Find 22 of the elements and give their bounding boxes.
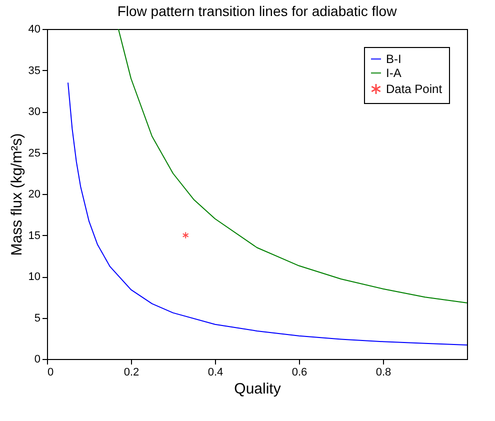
x-tick-label: 0.2 <box>124 366 140 378</box>
y-axis-title: Mass flux (kg/m²s) <box>8 133 26 256</box>
x-tick-label: 0.6 <box>292 366 308 378</box>
y-tick-label: 35 <box>28 64 40 77</box>
x-tick-label: 0.8 <box>376 366 392 378</box>
legend-label: B-I <box>386 52 402 66</box>
y-tick-label: 20 <box>28 188 40 200</box>
y-tick-label: 0 <box>34 354 40 366</box>
x-tick-label: 0 <box>48 366 54 378</box>
y-tick-label: 40 <box>28 24 40 36</box>
x-axis-title: Quality <box>234 380 282 398</box>
y-tick-label: 25 <box>28 147 40 160</box>
y-tick-label: 10 <box>28 271 40 283</box>
y-tick-label: 5 <box>34 312 40 324</box>
x-tick-label: 0.4 <box>208 366 224 378</box>
legend-label: Data Point <box>386 82 443 96</box>
line-series <box>68 82 467 346</box>
y-tick-label: 15 <box>28 230 40 242</box>
legend-label: I-A <box>386 66 402 80</box>
chart-title: Flow pattern transition lines for adiabatic flow <box>117 3 398 19</box>
y-tick-label: 30 <box>28 106 40 118</box>
line-series <box>118 29 467 304</box>
